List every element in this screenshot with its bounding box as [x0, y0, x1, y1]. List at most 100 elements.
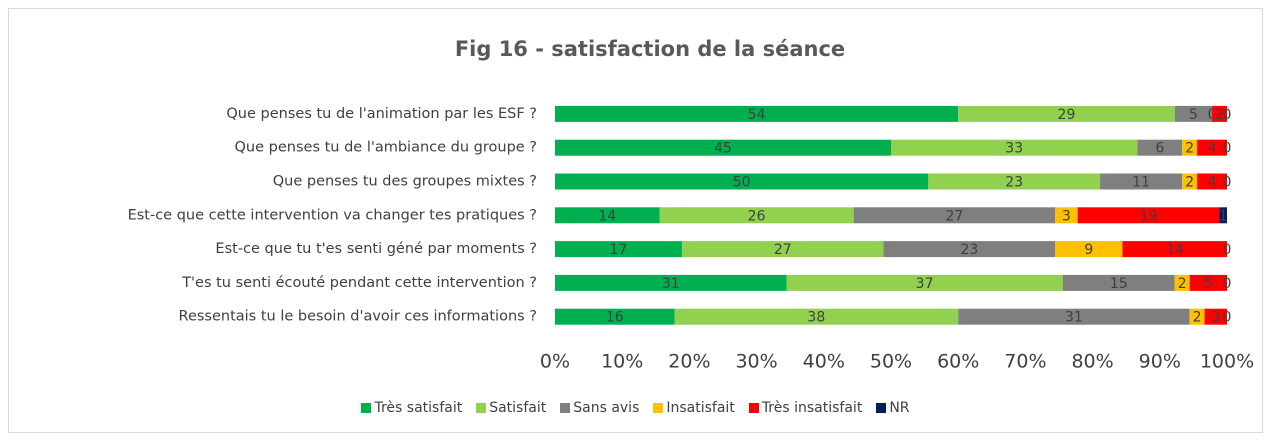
legend-label: Sans avis: [573, 400, 640, 416]
bar-segment: [1174, 274, 1190, 291]
data-label: 23: [1005, 175, 1023, 191]
x-tick-label: 50%: [870, 351, 912, 373]
data-label: 37: [916, 276, 934, 292]
bar-segment: [1197, 139, 1227, 156]
x-tick-label: 0%: [540, 351, 570, 373]
data-label: 27: [946, 208, 964, 224]
bar-segment: [1219, 207, 1227, 224]
data-label: 2: [1185, 175, 1194, 191]
data-label: 11: [1132, 175, 1150, 191]
legend-swatch: [476, 403, 487, 413]
data-label: 0: [1223, 276, 1232, 292]
data-label: 3: [1062, 208, 1071, 224]
data-label: 5: [1189, 107, 1198, 123]
data-label: 2: [1178, 276, 1187, 292]
data-label: 4: [1208, 175, 1217, 191]
legend-swatch: [876, 403, 887, 413]
bar-segment: [1189, 308, 1205, 325]
data-label: 6: [1155, 141, 1164, 157]
x-tick-label: 20%: [668, 351, 710, 373]
legend-swatch: [560, 403, 571, 413]
data-label: 3: [1211, 310, 1220, 326]
bar-segment: [1055, 241, 1123, 258]
data-label: 50: [733, 175, 751, 191]
data-label: 19: [1140, 208, 1158, 224]
y-tick-label: Est-ce que tu t'es senti géné par moment…: [215, 241, 537, 257]
data-label: 2: [1185, 141, 1194, 157]
bar-segment: [958, 105, 1175, 122]
bar-segment: [883, 241, 1056, 258]
y-tick-label: Que penses tu des groupes mixtes ?: [273, 174, 537, 190]
data-label: 31: [662, 276, 680, 292]
data-label: 14: [598, 208, 616, 224]
bar-segment: [786, 274, 1063, 291]
data-label: 16: [606, 310, 624, 326]
data-label: 17: [610, 242, 628, 258]
y-tick-label: T'es tu senti écouté pendant cette inter…: [181, 275, 537, 291]
data-label: 33: [1005, 141, 1023, 157]
x-tick-label: 100%: [1200, 351, 1254, 373]
bar-segment: [555, 139, 891, 156]
legend-swatch: [748, 403, 759, 413]
legend-swatch: [653, 403, 664, 413]
bar-segment: [1122, 241, 1227, 258]
bar-segment: [1197, 173, 1227, 190]
legend-label: NR: [889, 400, 910, 416]
data-label: 0: [1223, 242, 1232, 258]
data-label: 0: [1223, 141, 1232, 157]
data-label: 31: [1065, 310, 1083, 326]
y-tick-label: Ressentais tu le besoin d'avoir ces info…: [179, 309, 537, 325]
bar-segment: [681, 241, 884, 258]
data-label: 0: [1223, 310, 1232, 326]
data-label: 2: [1215, 107, 1224, 123]
bar-segment: [1077, 207, 1220, 224]
data-label: 54: [748, 107, 766, 123]
bar-segment: [1137, 139, 1183, 156]
x-tick-label: 40%: [803, 351, 845, 373]
legend-label: Très satisfait: [374, 400, 463, 416]
data-label: 29: [1058, 107, 1076, 123]
data-label: 9: [1084, 242, 1093, 258]
data-label: 45: [714, 141, 732, 157]
data-label: 14: [1166, 242, 1184, 258]
y-tick-label: Que penses tu de l'animation par les ESF…: [226, 106, 537, 122]
bar-segment: [555, 173, 929, 190]
data-label: 0: [1223, 107, 1232, 123]
bar-segment: [1174, 105, 1213, 122]
bar-segment: [891, 139, 1138, 156]
y-tick-label: Que penses tu de l'ambiance du groupe ?: [235, 140, 537, 156]
legend-label: Satisfait: [489, 400, 547, 416]
bar-segment: [555, 308, 675, 325]
data-label: 1: [1219, 208, 1228, 224]
x-tick-label: 10%: [601, 351, 643, 373]
x-tick-label: 30%: [735, 351, 777, 373]
bar-segment: [1189, 274, 1227, 291]
legend: Très satisfait Satisfait Sans avis Insatisf…: [0, 400, 1271, 416]
y-tick-label: Est-ce que cette intervention va changer…: [128, 207, 537, 223]
bar-segment: [1212, 105, 1227, 122]
bar-segment: [1100, 173, 1183, 190]
data-label: 27: [774, 242, 792, 258]
legend-swatch: [361, 403, 372, 413]
bar-segment: [555, 241, 682, 258]
x-tick-label: 90%: [1139, 351, 1181, 373]
x-tick-label: 70%: [1004, 351, 1046, 373]
bar-segment: [1204, 308, 1227, 325]
data-label: 26: [748, 208, 766, 224]
bar-segment: [1182, 139, 1198, 156]
bar-segment: [928, 173, 1101, 190]
bar-segment: [1182, 173, 1198, 190]
legend-item: Insatisfait: [653, 400, 735, 416]
bar-segment: [555, 207, 660, 224]
data-label: 0: [1223, 175, 1232, 191]
chart-title: Fig 16 - satisfaction de la séance: [455, 37, 845, 61]
data-label: 23: [960, 242, 978, 258]
legend-item: Sans avis: [560, 400, 639, 416]
data-label: 5: [1204, 276, 1213, 292]
bar-segment: [659, 207, 854, 224]
data-label: 38: [807, 310, 825, 326]
bar-segment: [853, 207, 1056, 224]
bar-segment: [555, 274, 787, 291]
